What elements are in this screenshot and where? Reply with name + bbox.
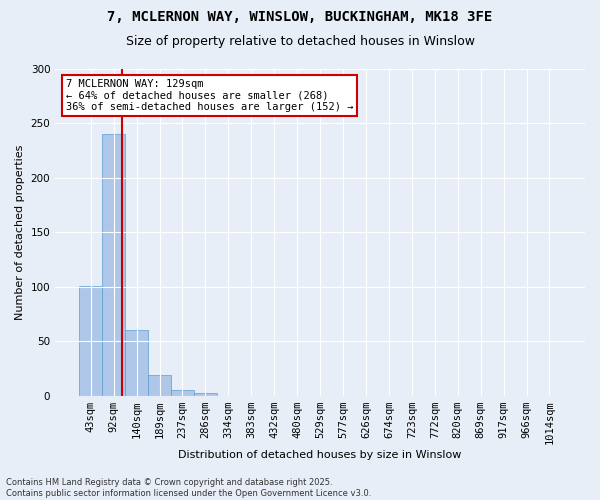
Bar — [102, 134, 125, 396]
X-axis label: Distribution of detached houses by size in Winslow: Distribution of detached houses by size … — [178, 450, 462, 460]
Bar — [79, 286, 102, 396]
Bar — [171, 390, 194, 396]
Text: Contains HM Land Registry data © Crown copyright and database right 2025.
Contai: Contains HM Land Registry data © Crown c… — [6, 478, 371, 498]
Text: Size of property relative to detached houses in Winslow: Size of property relative to detached ho… — [125, 35, 475, 48]
Text: 7 MCLERNON WAY: 129sqm
← 64% of detached houses are smaller (268)
36% of semi-de: 7 MCLERNON WAY: 129sqm ← 64% of detached… — [66, 79, 353, 112]
Bar — [194, 392, 217, 396]
Bar — [148, 375, 171, 396]
Text: 7, MCLERNON WAY, WINSLOW, BUCKINGHAM, MK18 3FE: 7, MCLERNON WAY, WINSLOW, BUCKINGHAM, MK… — [107, 10, 493, 24]
Bar — [125, 330, 148, 396]
Y-axis label: Number of detached properties: Number of detached properties — [15, 144, 25, 320]
